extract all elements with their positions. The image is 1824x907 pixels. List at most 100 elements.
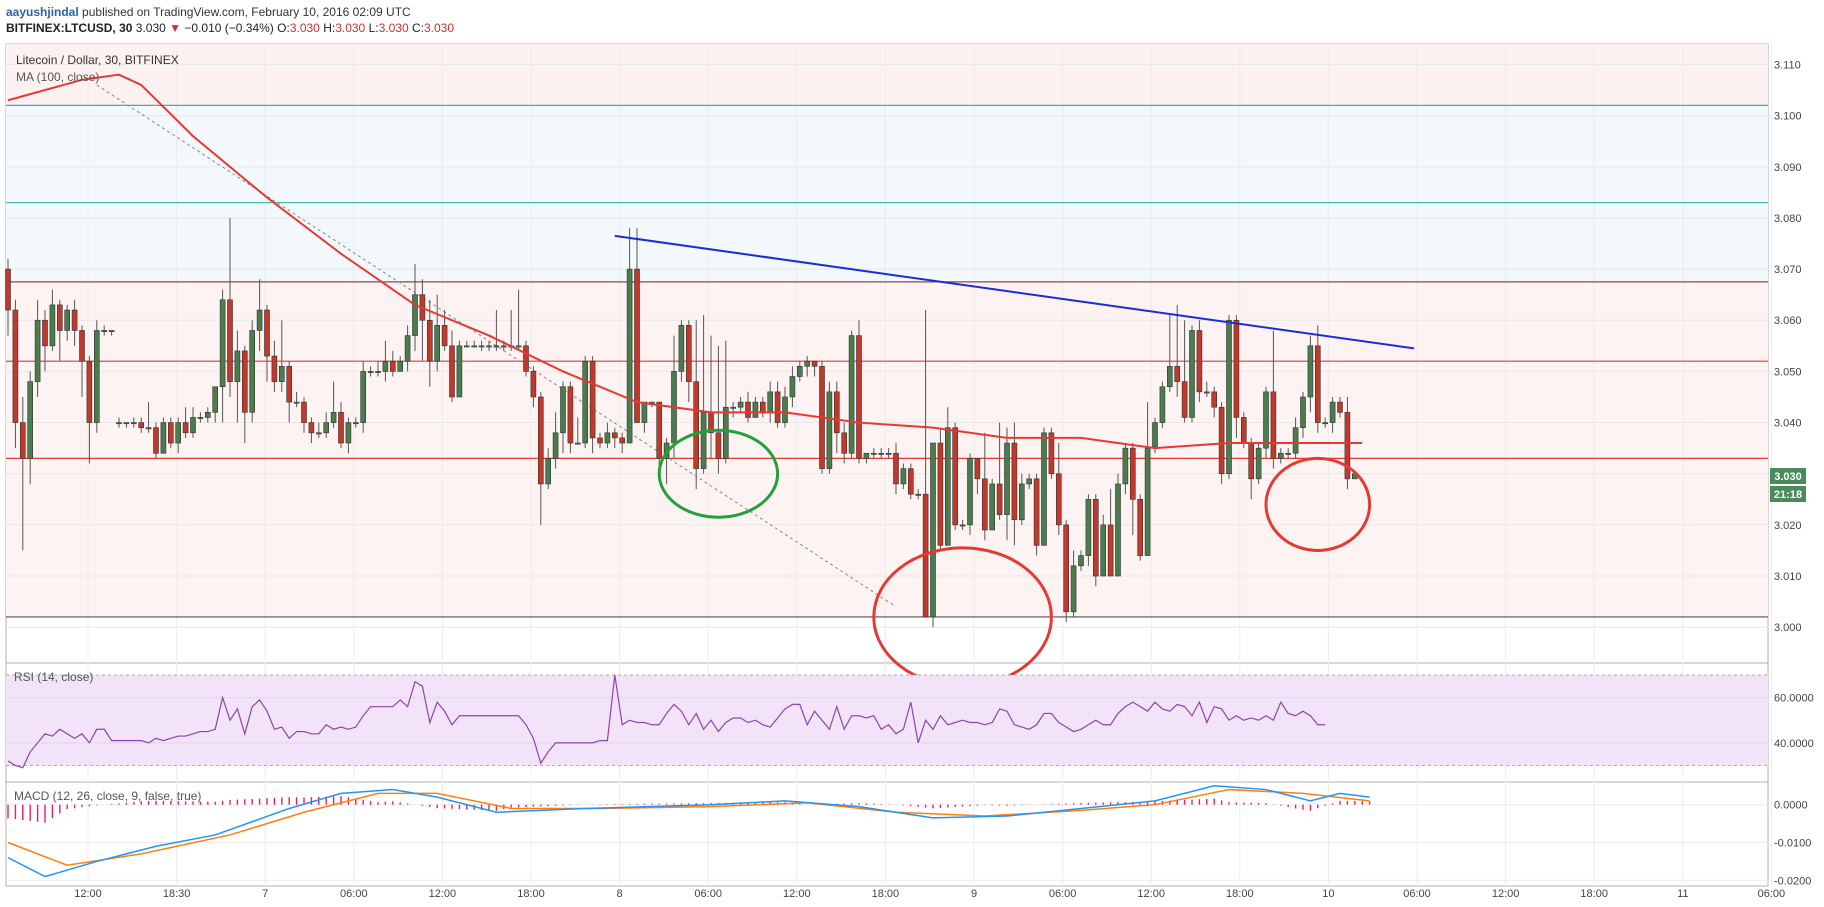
symbol-line: BITFINEX:LTCUSD, 30 3.030 ▼ −0.010 (−0.3… (6, 20, 454, 36)
candle-body (471, 345, 478, 348)
candle-body (1100, 524, 1106, 577)
candle-body (434, 325, 441, 362)
candle-body (900, 468, 907, 485)
candle-body (878, 452, 885, 455)
candle-body (685, 325, 692, 382)
candle-body (1107, 524, 1114, 577)
candle-body (397, 360, 404, 372)
candle-body (404, 335, 411, 362)
candle-body (1004, 442, 1010, 515)
band-range (6, 281, 1768, 617)
price-axis[interactable]: 3.000 3.010 3.020 3.030 3.040 3.050 3.060 3.070… (1774, 59, 1802, 634)
y-tick-label: 3.000 (1774, 622, 1802, 634)
candle-body (441, 325, 448, 347)
candle-body (101, 330, 107, 332)
ma100-line (7, 73, 1363, 450)
candle-body (256, 309, 263, 331)
candle-body (841, 432, 848, 454)
candle-body (1307, 345, 1314, 398)
candle-body (678, 325, 685, 372)
candle-body (1233, 319, 1240, 418)
candle-body (1078, 555, 1084, 567)
candle-body (1018, 483, 1025, 521)
rsi-band (6, 674, 1768, 766)
candle-body (412, 294, 418, 336)
candle-body (160, 422, 167, 454)
candle-body (197, 417, 204, 419)
candle-body (767, 391, 774, 413)
candle-body (367, 371, 374, 373)
candle-body (1026, 478, 1032, 485)
y-tick-label: 3.080 (1774, 213, 1802, 225)
change-arrow: ▼ (169, 21, 182, 35)
rsi-grid (6, 697, 1768, 744)
candle-body (796, 365, 803, 377)
x-tick-label: 12:00 (74, 888, 102, 900)
y-tick-label: 3.090 (1774, 162, 1802, 174)
candle-body (700, 412, 707, 469)
candle-body (315, 432, 322, 435)
candle-body (426, 319, 433, 362)
macd-axis: 0.0000 -0.0100 -0.0200 (1774, 800, 1811, 888)
candle-body (1337, 401, 1343, 413)
candle-body (730, 406, 737, 409)
chart-header: aayushjindal published on TradingView.co… (6, 4, 454, 36)
candle-body (1255, 447, 1262, 480)
candle-body (1322, 422, 1328, 425)
candlestick-series (5, 217, 1358, 628)
signal-line (7, 788, 1370, 866)
candle-body (49, 304, 56, 347)
high-value: 3.030 (335, 21, 366, 35)
candle-body (967, 458, 973, 526)
open-value: 3.030 (289, 21, 320, 35)
candle-body (123, 422, 130, 425)
price-badge: 3.030 (1774, 471, 1802, 483)
candle-body (1063, 524, 1069, 613)
zone-bands (6, 44, 1768, 617)
candle-body (478, 345, 485, 348)
candle-body (42, 319, 48, 347)
red-circle (1264, 456, 1372, 552)
candle-body (1248, 442, 1254, 480)
candle-body (626, 268, 633, 444)
x-tick-label: 9 (971, 888, 977, 900)
macd-tick-label: -0.0100 (1774, 838, 1811, 850)
candle-body (634, 268, 640, 423)
change-value: −0.010 (−0.34%) (184, 21, 274, 35)
author-link[interactable]: aayushjindal (6, 5, 79, 19)
candle-body (1300, 396, 1306, 428)
candle-body (1137, 498, 1143, 556)
candle-body (737, 401, 744, 408)
time-axis[interactable]: 12:00 18:30 7 06:00 12:00 18:00 8 06:00 12:00 18:… (74, 888, 1785, 900)
rsi-tick-label: 40.0000 (1774, 738, 1814, 750)
candle-body (338, 412, 344, 444)
candle-body (493, 345, 500, 348)
x-tick-label: 06:00 (694, 888, 722, 900)
candle-body (205, 412, 211, 418)
trendline-group[interactable] (614, 234, 1415, 350)
y-tick-label: 3.020 (1774, 520, 1802, 532)
candle-body (537, 396, 544, 485)
rsi-band-fill (6, 675, 1768, 766)
candle-body (486, 345, 492, 348)
candle-body (219, 299, 226, 388)
y-tick-label: 3.110 (1774, 59, 1801, 71)
candle-body (774, 391, 781, 423)
candle-body (56, 304, 63, 331)
candle-body (323, 422, 330, 434)
candle-body (175, 422, 181, 444)
open-label: O: (277, 21, 290, 35)
candle-body (567, 386, 574, 444)
candle-body (293, 401, 300, 404)
candle-body (752, 401, 759, 418)
symbol-label: BITFINEX:LTCUSD, 30 (6, 21, 133, 35)
ma-series (7, 73, 1363, 450)
candle-body (530, 371, 537, 398)
candle-body (759, 401, 766, 413)
candle-body (153, 427, 159, 454)
candle-body (1241, 417, 1247, 444)
candle-body (619, 437, 626, 444)
candle-body (308, 422, 315, 434)
ma-legend: MA (100, close) (16, 70, 99, 84)
